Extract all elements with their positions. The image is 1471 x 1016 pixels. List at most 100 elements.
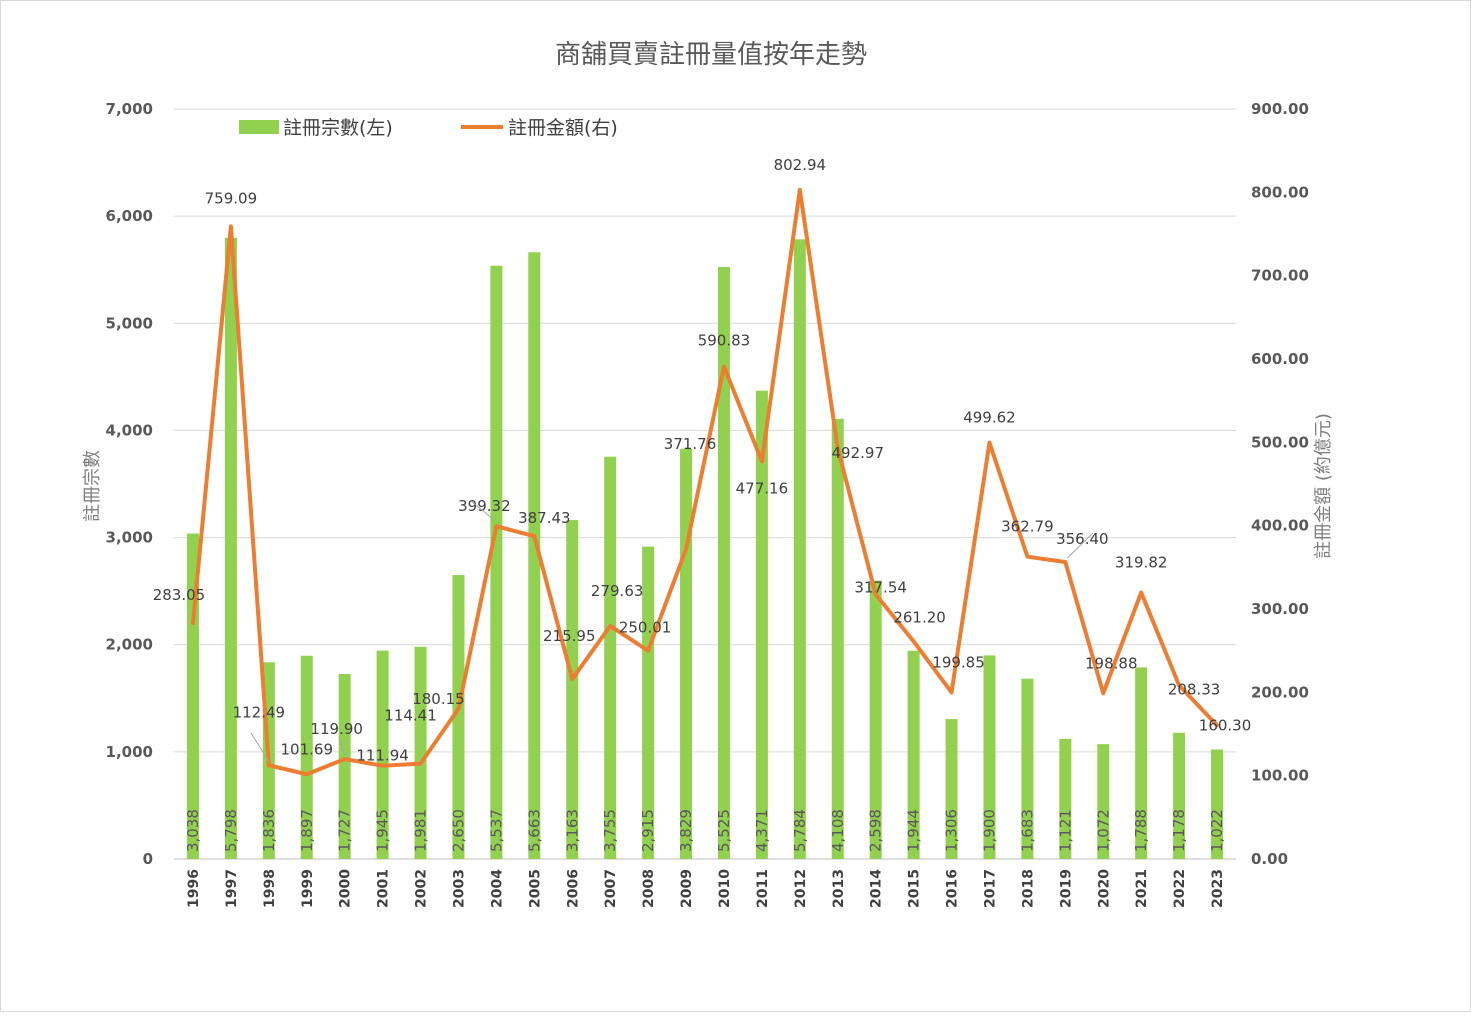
left-tick-label: 1,000: [106, 743, 153, 761]
x-tick-label: 2017: [982, 869, 998, 908]
bar: [717, 267, 730, 859]
bar: [680, 448, 693, 859]
bar-value-label: 5,784: [791, 809, 809, 852]
x-tick-label: 2010: [717, 869, 733, 908]
bar: [300, 655, 313, 859]
bar-value-label: 1,836: [260, 809, 278, 852]
bar-value-label: 3,829: [677, 809, 695, 852]
line-value-label: 317.54: [854, 578, 907, 596]
x-tick-label: 2002: [414, 869, 430, 908]
bar: [755, 390, 768, 859]
left-tick-label: 7,000: [106, 100, 153, 118]
bar: [1211, 749, 1224, 859]
right-tick-label: 900.00: [1251, 100, 1309, 118]
bar-value-label: 1,944: [905, 809, 923, 852]
line-value-label: 111.94: [356, 747, 409, 765]
line-value-label: 371.76: [664, 435, 717, 453]
bar-data-labels: 3,038 5,798 1,836 1,897 1,727 1,945 1,981 2,650…: [184, 809, 1226, 852]
line-value-label: 387.43: [518, 509, 571, 527]
leader-line: [338, 736, 346, 756]
legend: 註冊宗數(左) 註冊金額(右): [239, 117, 618, 139]
line-value-label: 356.40: [1056, 530, 1109, 548]
right-tick-label: 300.00: [1251, 600, 1309, 618]
bar: [1059, 738, 1072, 859]
bar-value-label: 1,788: [1132, 809, 1150, 852]
x-tick-label: 2014: [869, 869, 885, 908]
line-path: [190, 187, 1220, 777]
x-tick-label: 2006: [565, 869, 581, 908]
bar-value-label: 5,525: [715, 809, 733, 852]
right-axis-title: 註冊金額 (約億元): [1313, 413, 1334, 559]
bar: [338, 673, 351, 859]
line-value-label: 112.49: [233, 703, 286, 721]
x-tick-label: 1998: [262, 869, 278, 908]
bar-series: [186, 237, 1224, 860]
line-value-label: 215.95: [543, 627, 596, 645]
bar: [604, 456, 617, 859]
bar: [945, 719, 958, 859]
bar-value-label: 3,038: [184, 809, 202, 852]
bar-value-label: 4,371: [753, 809, 771, 852]
bar-value-label: 1,900: [980, 809, 998, 852]
x-tick-label: 2007: [603, 869, 619, 908]
line-value-label: 199.85: [932, 653, 985, 671]
x-tick-label: 2023: [1210, 869, 1226, 908]
line-value-label: 180.15: [412, 690, 465, 708]
line-value-label: 119.90: [310, 720, 363, 738]
x-tick-label: 2000: [338, 869, 354, 908]
left-tick-label: 5,000: [106, 314, 153, 332]
line-value-label: 477.16: [736, 479, 789, 497]
right-tick-label: 500.00: [1251, 433, 1309, 451]
right-tick-label: 200.00: [1251, 683, 1309, 701]
x-tick-label: 2020: [1096, 869, 1112, 908]
line-value-label: 492.97: [832, 444, 885, 462]
bar: [566, 520, 579, 859]
line-value-label: 362.79: [1001, 518, 1054, 536]
right-axis-ticks: 0.00 100.00 200.00 300.00 400.00 500.00 600.00…: [1251, 100, 1309, 868]
bar-value-label: 1,727: [336, 809, 354, 852]
bar: [1173, 732, 1186, 859]
x-tick-label: 2005: [527, 869, 543, 908]
x-tick-label: 2022: [1172, 869, 1188, 908]
bar-value-label: 2,650: [449, 809, 467, 852]
line-value-label: 590.83: [698, 332, 751, 350]
legend-line-label: 註冊金額(右): [508, 117, 618, 139]
right-tick-label: 600.00: [1251, 350, 1309, 368]
bar: [528, 252, 541, 859]
bar-value-label: 1,981: [412, 809, 430, 852]
line-value-label: 283.05: [153, 586, 206, 604]
left-tick-label: 3,000: [106, 529, 153, 547]
left-tick-label: 4,000: [106, 421, 153, 439]
bar-value-label: 1,072: [1094, 809, 1112, 852]
x-axis-ticks: 1996 1997 1998 1999 2000 2001 2002 2003 2004 2005…: [186, 869, 1226, 908]
bar: [224, 237, 237, 860]
legend-bar-swatch: [239, 120, 279, 134]
bar-value-label: 1,121: [1056, 809, 1074, 852]
x-tick-label: 2009: [679, 869, 695, 908]
bar: [1021, 678, 1034, 859]
x-tick-label: 2011: [755, 869, 771, 908]
bar-value-label: 1,945: [374, 809, 392, 852]
x-tick-label: 2012: [793, 869, 809, 908]
leader-line: [470, 500, 495, 521]
bar: [186, 533, 199, 859]
bar: [414, 646, 427, 859]
bar: [831, 418, 844, 859]
line-value-label: 759.09: [205, 189, 258, 207]
leader-line: [250, 732, 270, 762]
right-tick-label: 0.00: [1251, 850, 1288, 868]
line-value-label: 160.30: [1199, 716, 1252, 734]
line-value-label: 101.69: [281, 740, 334, 758]
x-tick-label: 2008: [641, 869, 657, 908]
bar: [869, 580, 882, 859]
bar-value-label: 5,537: [487, 809, 505, 852]
line-value-label: 114.41: [384, 707, 437, 725]
left-tick-label: 6,000: [106, 207, 153, 225]
bar-value-label: 1,306: [943, 809, 961, 852]
line-value-label: 499.62: [963, 409, 1016, 427]
x-tick-label: 1997: [224, 869, 240, 908]
line-value-label: 208.33: [1168, 680, 1221, 698]
line-value-label: 319.82: [1115, 553, 1168, 571]
